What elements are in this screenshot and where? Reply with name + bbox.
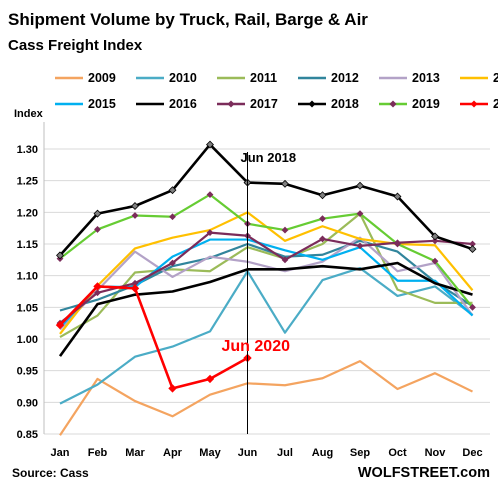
series-line-2020: [59, 285, 249, 390]
series-line-2019: [59, 193, 474, 309]
legend-label-2012: 2012: [331, 71, 359, 85]
data-point-2018: [356, 181, 364, 190]
data-point-2019: [131, 212, 139, 219]
data-point-2018: [131, 202, 139, 210]
x-tick-label: Aug: [312, 447, 333, 459]
series-line-2017: [59, 231, 473, 325]
x-tick-label: Nov: [425, 447, 447, 459]
legend-label-2011: 2011: [250, 71, 277, 85]
series-line-2018: [59, 143, 473, 257]
x-tick-label: Jun: [238, 447, 258, 459]
data-point-2019: [94, 226, 101, 233]
x-tick-label: Sep: [350, 447, 370, 459]
annotation-jun-2018: Jun 2018: [241, 150, 297, 165]
data-point-2019: [169, 213, 176, 221]
data-point-2020: [130, 284, 140, 293]
data-point-2019: [206, 191, 214, 198]
x-ticks: Jan Feb Mar Apr May Jun Jul Aug Sep Oct Nov Dec: [51, 447, 483, 459]
data-point-2018: [281, 179, 289, 188]
data-point-2017: [94, 289, 101, 297]
y-tick-label: 1.20: [17, 207, 38, 219]
y-tick-label: 0.85: [17, 429, 38, 441]
legend-marker-2018: [308, 100, 316, 108]
legend-label-2010: 2010: [169, 71, 197, 85]
data-point-2018: [168, 186, 177, 195]
series-line-2016: [58, 261, 473, 357]
data-point-2018: [393, 192, 402, 201]
legend-label-2020: 2020: [493, 97, 498, 111]
series-line-2011: [59, 212, 473, 339]
x-tick-label: Jul: [277, 447, 293, 459]
series-line-2009: [59, 360, 473, 436]
legend-marker-2017: [227, 100, 235, 108]
data-point-2017: [206, 229, 214, 236]
legend-label-2018: 2018: [331, 97, 359, 111]
data-point-2020: [55, 320, 65, 330]
series-line-2013: [59, 236, 474, 331]
y-tick-label: 1.30: [17, 144, 38, 156]
data-point-2019: [356, 210, 364, 217]
legend-label-2017: 2017: [250, 97, 278, 111]
data-point-2018: [318, 191, 327, 200]
legend-label-2016: 2016: [169, 97, 197, 111]
data-point-2018: [206, 140, 214, 149]
y-tick-label: 0.90: [17, 397, 38, 409]
series-group: [55, 140, 477, 436]
data-point-2018: [56, 251, 64, 260]
data-point-2018: [431, 232, 439, 241]
x-tick-label: Dec: [462, 447, 482, 459]
data-point-2017: [356, 242, 364, 250]
series-line-2010: [59, 266, 474, 405]
annotation-jun-2020: Jun 2020: [222, 338, 291, 355]
source-note: Source: Cass: [12, 466, 89, 480]
data-point-2019: [431, 257, 439, 265]
data-point-2017: [319, 235, 326, 243]
chart-subtitle: Cass Freight Index: [8, 37, 143, 54]
x-tick-label: Apr: [163, 447, 183, 459]
data-point-2019: [281, 226, 289, 234]
legend-label-2015: 2015: [88, 97, 116, 111]
legend-label-2014: 2014: [493, 71, 498, 85]
y-tick-label: 1.05: [17, 302, 38, 314]
data-point-2017: [469, 240, 476, 248]
data-point-2017: [131, 279, 139, 287]
data-point-2020: [205, 374, 215, 384]
legend-label-2013: 2013: [412, 71, 440, 85]
annotations: Jun 2018 Jun 2020: [222, 150, 297, 434]
y-tick-label: 0.95: [17, 366, 38, 378]
data-point-2019: [469, 303, 476, 311]
data-point-2017: [394, 239, 401, 247]
data-point-2020: [93, 282, 102, 291]
grid: [43, 122, 490, 435]
data-point-2019: [319, 215, 326, 223]
x-tick-label: Mar: [125, 447, 145, 459]
x-tick-label: May: [199, 447, 221, 459]
data-point-2020: [168, 384, 177, 393]
data-point-2017: [431, 237, 439, 245]
legend-marker-2019: [389, 100, 397, 108]
data-point-2017: [169, 259, 176, 267]
y-axis-label: Index: [14, 108, 44, 120]
y-tick-label: 1.10: [17, 271, 38, 283]
brand-label: WOLFSTREET.com: [358, 465, 490, 481]
legend: 2009 2010 2011 2012 2013 2014 2015 2016 2017 2018…: [55, 71, 498, 111]
x-tick-label: Oct: [388, 447, 407, 459]
legend-label-2019: 2019: [412, 97, 440, 111]
y-tick-label: 1.25: [17, 176, 38, 188]
y-tick-label: 1.15: [17, 239, 38, 251]
y-ticks: 1.30 1.25 1.20 1.15 1.10 1.05 1.00 0.95 0.90 0.85: [17, 144, 38, 441]
series-line-2014: [59, 211, 474, 335]
legend-marker-2020: [470, 100, 478, 108]
chart-title: Shipment Volume by Truck, Rail, Barge & …: [8, 10, 368, 29]
data-point-2018: [468, 245, 477, 254]
x-tick-label: Feb: [88, 447, 108, 459]
data-point-2017: [281, 256, 289, 264]
data-point-2018: [93, 209, 102, 218]
y-tick-label: 1.00: [17, 334, 38, 346]
x-tick-label: Jan: [51, 447, 70, 459]
legend-label-2009: 2009: [88, 71, 116, 85]
